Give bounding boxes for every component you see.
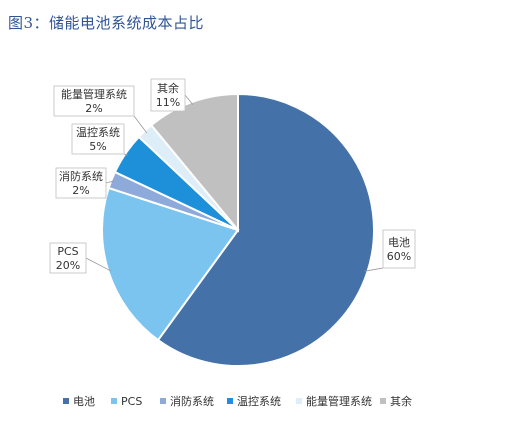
legend-label: 电池 (73, 395, 95, 408)
legend-swatch (227, 398, 233, 404)
callout-box (55, 167, 107, 199)
legend-swatch (111, 398, 117, 404)
legend-label: 其余 (390, 394, 412, 408)
slice-value-label: 2% (85, 102, 102, 115)
legend-item-2: 消防系统 (160, 394, 214, 408)
slice-value-label: 11% (156, 96, 180, 109)
figure-title: 图3：储能电池系统成本占比 (8, 14, 205, 32)
slice-label: 其余 (157, 81, 179, 95)
legend-swatch (160, 398, 166, 404)
legend-item-3: 温控系统 (227, 394, 281, 408)
slice-label: 温控系统 (76, 125, 120, 139)
callout-line (364, 267, 384, 272)
slice-value-label: 5% (89, 140, 106, 153)
slice-label: PCS (57, 245, 78, 258)
legend-swatch (380, 398, 386, 404)
callout-box (382, 229, 416, 269)
slice-value-label: 20% (56, 259, 80, 272)
legend-label: PCS (121, 395, 142, 408)
callout-box (150, 78, 186, 112)
chart-legend: 电池 PCS 消防系统 温控系统 能量管理系统 其余 (63, 394, 412, 408)
callout-line (184, 94, 194, 105)
slice-value-label: 60% (387, 250, 411, 263)
callout-line (85, 257, 112, 272)
slice-0 (156, 92, 375, 367)
slice-5 (149, 92, 239, 233)
callout-line (105, 180, 115, 184)
legend-item-1: PCS (111, 395, 142, 408)
callout-line (133, 115, 148, 134)
slice-value-label: 2% (72, 184, 89, 197)
legend-item-4: 能量管理系统 (296, 394, 372, 408)
slice-label: 能量管理系统 (61, 87, 127, 101)
slice-label: 电池 (388, 236, 410, 249)
callout-line (123, 153, 128, 156)
legend-swatch (63, 398, 69, 404)
slice-label: 消防系统 (59, 169, 103, 183)
pie-slices (101, 92, 375, 367)
legend-label: 温控系统 (237, 394, 281, 408)
legend-item-0: 电池 (63, 395, 95, 408)
legend-label: 能量管理系统 (306, 394, 372, 408)
legend-item-5: 其余 (380, 394, 412, 408)
callout-box (49, 242, 87, 274)
callout-box (71, 123, 125, 155)
legend-swatch (296, 398, 302, 404)
legend-label: 消防系统 (170, 394, 214, 408)
slice-1 (101, 186, 240, 342)
callout-box (53, 85, 135, 117)
